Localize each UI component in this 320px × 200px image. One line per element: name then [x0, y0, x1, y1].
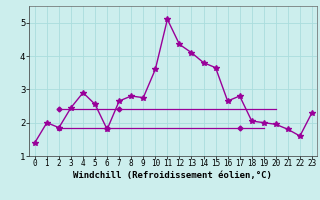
X-axis label: Windchill (Refroidissement éolien,°C): Windchill (Refroidissement éolien,°C)	[73, 171, 272, 180]
